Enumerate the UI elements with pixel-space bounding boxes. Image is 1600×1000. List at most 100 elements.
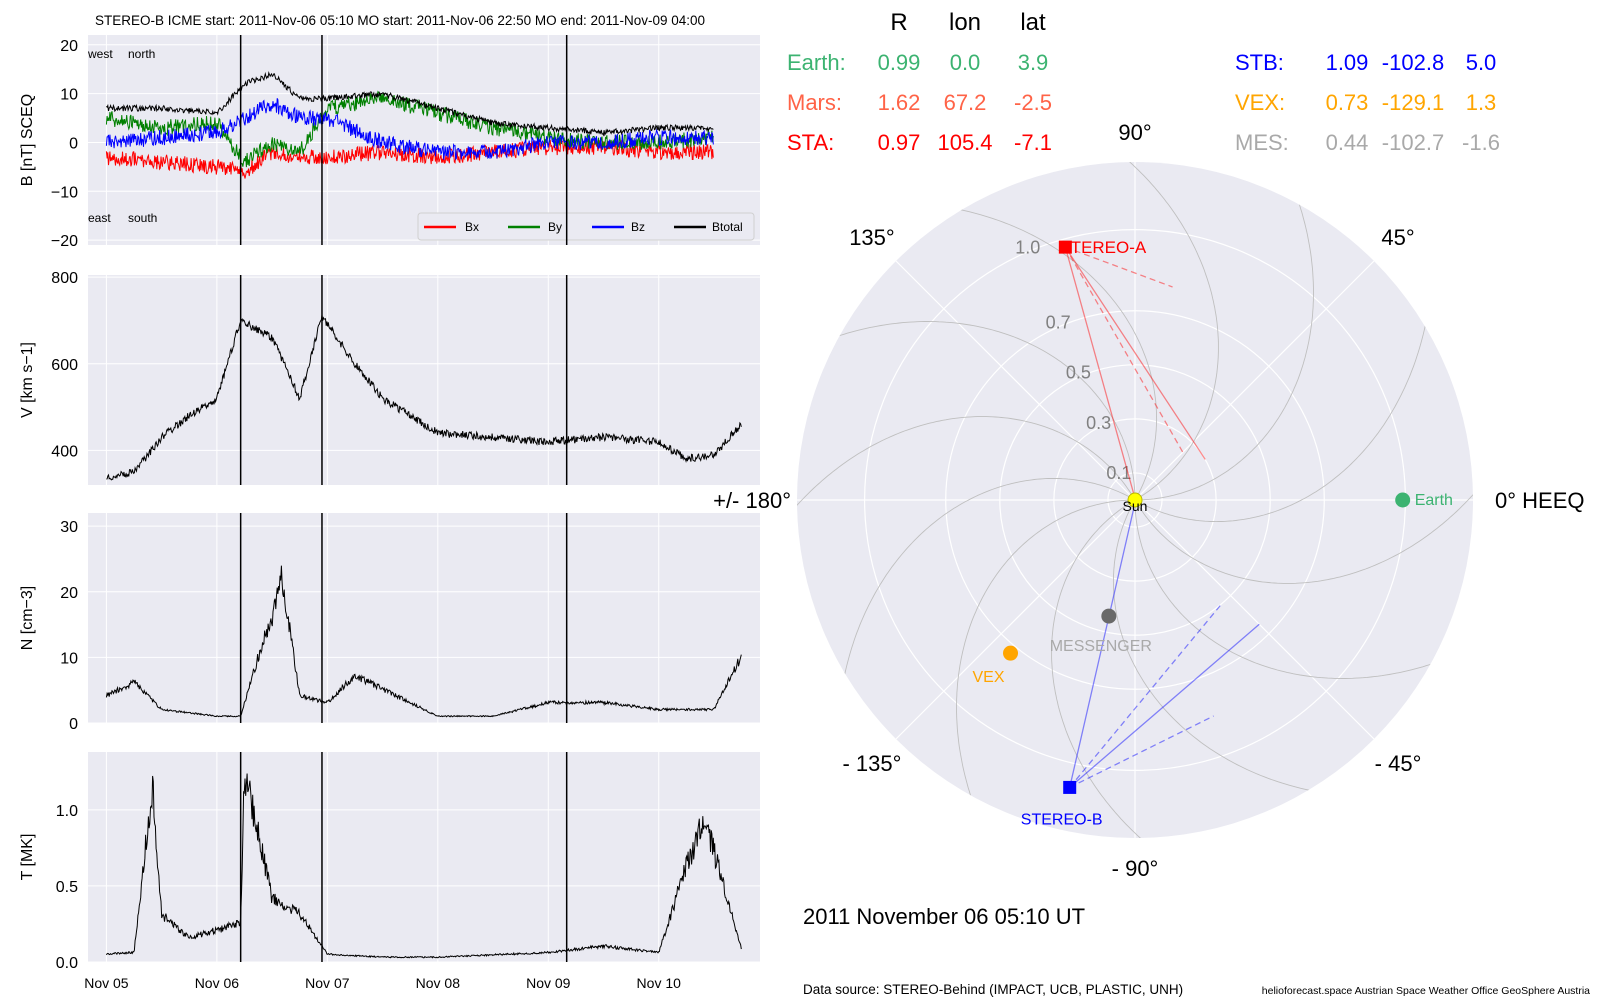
table-cell: -102.8	[1382, 50, 1444, 75]
panel-background	[88, 752, 760, 962]
table-cell: 1.3	[1466, 90, 1497, 115]
y-tick-label: 10	[60, 650, 78, 667]
angle-label: +/- 180°	[713, 488, 791, 513]
parker-spiral-line	[805, 321, 1136, 498]
body-label: VEX	[973, 669, 1005, 686]
table-cell: 0.73	[1326, 90, 1369, 115]
fov-line	[1069, 715, 1214, 788]
parker-spiral-line	[1112, 502, 1345, 797]
table-cell: -2.5	[1014, 90, 1052, 115]
y-axis-label: N [cm−3]	[19, 586, 36, 650]
angle-grid-line	[1134, 260, 1375, 501]
table-rows: Earth: 0.99 0.0 3.9 Mars: 1.62 67.2 -2.5 STA: 0.9…	[787, 50, 1500, 155]
angle-label: 45°	[1381, 225, 1414, 250]
y-tick-label: 20	[60, 38, 78, 55]
panel-grid	[88, 752, 760, 963]
panel-magnetic-field: 20 10 0 −10 −20 west north east south B [nT]…	[19, 35, 760, 250]
sun-marker	[1127, 492, 1143, 508]
parker-spirals	[797, 162, 1473, 838]
angle-label: - 135°	[842, 751, 901, 776]
polar-grid	[797, 162, 1473, 838]
parker-spiral-line	[1137, 290, 1432, 523]
x-tick-label: Nov 08	[416, 975, 461, 991]
parker-spiral-line	[1134, 502, 1465, 679]
panel-density: 30 20 10 0 N [cm−3]	[19, 513, 760, 733]
polar-plot: 0.1 0.3 0.5 0.7 1.0 0° HEEQ 45° 90° 135° +/- 180…	[713, 120, 1584, 881]
parker-spiral-line	[956, 499, 1133, 830]
table-cell: 3.9	[1018, 50, 1049, 75]
parker-spiral-line	[1136, 466, 1473, 584]
annotation-west: west	[87, 47, 113, 61]
credits: helioforecast.space Austrian Space Weath…	[1262, 985, 1590, 997]
radial-tick-label: 0.7	[1046, 313, 1071, 333]
radial-tick-label: 0.1	[1106, 463, 1131, 483]
y-axis-label: B [nT] SCEQ	[19, 94, 36, 186]
y-tick-label: 600	[51, 357, 78, 374]
col-header-r: R	[890, 9, 907, 36]
annotation-south: south	[128, 211, 157, 225]
table-cell: 0.0	[950, 50, 981, 75]
angle-label: 90°	[1118, 120, 1151, 145]
x-tick-label: Nov 09	[526, 975, 571, 991]
y-tick-label: 30	[60, 519, 78, 536]
y-tick-label: −20	[51, 233, 78, 250]
series-lines	[106, 314, 742, 481]
body-label: MESSENGER	[1050, 638, 1152, 655]
angle-label: - 45°	[1375, 751, 1422, 776]
table-cell: Mars:	[787, 90, 842, 115]
legend-bz-label: Bz	[631, 220, 645, 234]
radial-tick-label: 0.5	[1066, 363, 1091, 383]
y-tick-label: 10	[60, 87, 78, 104]
y-ticks: 1.0 0.5 0.0	[56, 803, 78, 972]
series-line-value	[106, 314, 742, 481]
angle-grid-line	[895, 499, 1136, 740]
data-source: Data source: STEREO-Behind (IMPACT, UCB,…	[803, 982, 1183, 997]
table-cell: 1.09	[1326, 50, 1369, 75]
series-line-btotal	[106, 70, 714, 137]
y-tick-label: 0	[69, 135, 78, 152]
body-label: Earth	[1415, 492, 1453, 509]
legend-by-label: By	[548, 220, 562, 234]
legend-bx-label: Bx	[465, 220, 479, 234]
angle-label: - 90°	[1112, 856, 1159, 881]
table-cell: -102.7	[1382, 130, 1444, 155]
panel-grid	[88, 275, 760, 485]
legend-btotal-label: Btotal	[712, 220, 743, 234]
table-cell: Earth:	[787, 50, 846, 75]
panel-grid	[88, 513, 760, 724]
series-line-value	[105, 773, 742, 959]
fov-line	[1064, 246, 1138, 506]
body-marker	[1058, 240, 1072, 254]
x-tick-label: Nov 07	[305, 975, 350, 991]
fov-lines	[1064, 246, 1260, 788]
y-axis-label: V [km s−1]	[19, 342, 36, 418]
col-header-lon: lon	[949, 9, 981, 36]
bodies: Earth STEREO-A STEREO-B VEX MESSENGER	[973, 238, 1453, 828]
y-tick-label: 0.0	[56, 955, 78, 972]
positions-table: R lon lat Earth: 0.99 0.0 3.9 Mars: 1.62 67.2 -…	[787, 9, 1500, 155]
table-cell: 0.99	[878, 50, 921, 75]
parker-spiral-line	[797, 416, 1134, 534]
series-line-value	[105, 565, 742, 718]
angle-label: 0° HEEQ	[1495, 488, 1585, 513]
body-marker	[1003, 645, 1019, 661]
table-cell: -129.1	[1382, 90, 1444, 115]
series-lines	[105, 70, 714, 179]
radial-ticks: 0.1 0.3 0.5 0.7 1.0	[1015, 237, 1131, 483]
series-lines	[105, 773, 742, 959]
x-tick-label: Nov 06	[195, 975, 240, 991]
y-tick-label: 400	[51, 443, 78, 460]
table-cell: -1.6	[1462, 130, 1500, 155]
panel-background	[88, 513, 760, 723]
table-cell: -7.1	[1014, 130, 1052, 155]
y-axis-label: T [MK]	[19, 834, 36, 881]
angle-labels: 0° HEEQ 45° 90° 135° +/- 180° - 135° - 90° - 45…	[713, 120, 1584, 881]
angle-label: 135°	[849, 225, 895, 250]
body-label: STEREO-B	[1021, 811, 1103, 828]
y-tick-label: 20	[60, 585, 78, 602]
table-cell: 105.4	[937, 130, 992, 155]
table-cell: 5.0	[1466, 50, 1497, 75]
table-cell: 0.97	[878, 130, 921, 155]
y-ticks: 800 600 400	[51, 270, 78, 460]
body-marker	[1395, 492, 1411, 508]
